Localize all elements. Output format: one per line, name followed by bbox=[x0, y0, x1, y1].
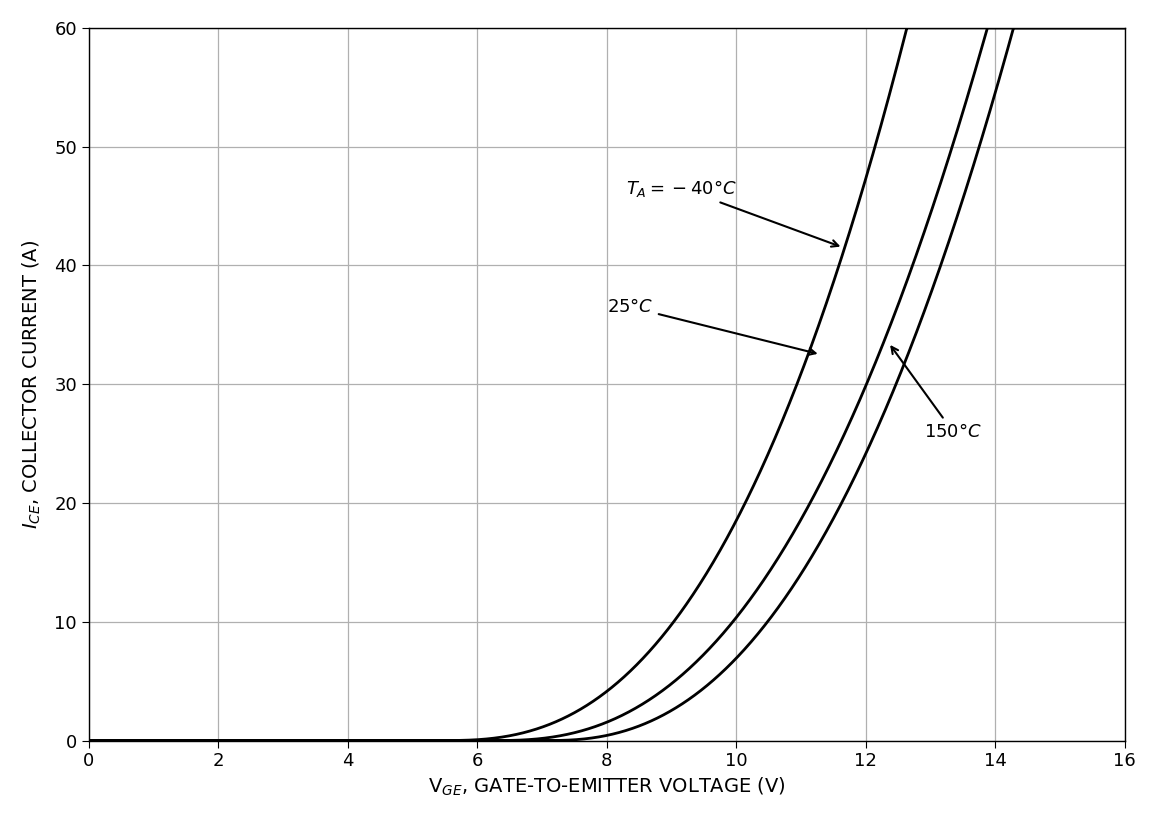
Text: $150°C$: $150°C$ bbox=[891, 346, 982, 441]
X-axis label: V$_{GE}$, GATE-TO-EMITTER VOLTAGE (V): V$_{GE}$, GATE-TO-EMITTER VOLTAGE (V) bbox=[428, 776, 786, 799]
Y-axis label: $I_{CE}$, COLLECTOR CURRENT (A): $I_{CE}$, COLLECTOR CURRENT (A) bbox=[21, 240, 43, 529]
Text: $25°C$: $25°C$ bbox=[606, 298, 816, 355]
Text: $T_A = -40°C$: $T_A = -40°C$ bbox=[626, 178, 839, 247]
